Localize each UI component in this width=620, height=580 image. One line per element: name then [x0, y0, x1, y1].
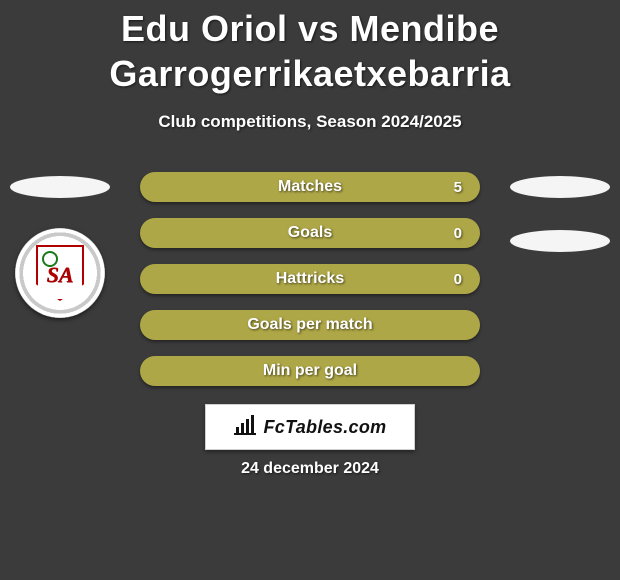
team-badge: ★ ★ ★ SA: [15, 228, 105, 318]
stat-label: Goals: [140, 218, 480, 248]
stat-value: 0: [454, 264, 462, 294]
stat-label: Goals per match: [140, 310, 480, 340]
stat-row-hattricks: Hattricks 0: [140, 264, 480, 294]
stat-label: Hattricks: [140, 264, 480, 294]
stat-label: Matches: [140, 172, 480, 202]
stat-row-goals: Goals 0: [140, 218, 480, 248]
badge-shield-icon: SA: [36, 245, 84, 301]
stat-row-goals-per-match: Goals per match: [140, 310, 480, 340]
page-subtitle: Club competitions, Season 2024/2025: [0, 112, 620, 132]
stat-row-matches: Matches 5: [140, 172, 480, 202]
badge-shield-text: SA: [47, 262, 74, 288]
brand-text: FcTables.com: [264, 417, 387, 438]
player-left-pill: [10, 176, 110, 198]
page-title: Edu Oriol vs Mendibe Garrogerrikaetxebar…: [0, 0, 620, 96]
footer-date: 24 december 2024: [0, 460, 620, 478]
stat-value: 0: [454, 218, 462, 248]
stat-row-min-per-goal: Min per goal: [140, 356, 480, 386]
bar-chart-icon: [234, 415, 256, 440]
stats-bars: Matches 5 Goals 0 Hattricks 0 Goals per …: [140, 172, 480, 402]
brand-box[interactable]: FcTables.com: [205, 404, 415, 450]
stat-label: Min per goal: [140, 356, 480, 386]
stat-value: 5: [454, 172, 462, 202]
player-right-pill-mid: [510, 230, 610, 252]
player-right-pill-top: [510, 176, 610, 198]
